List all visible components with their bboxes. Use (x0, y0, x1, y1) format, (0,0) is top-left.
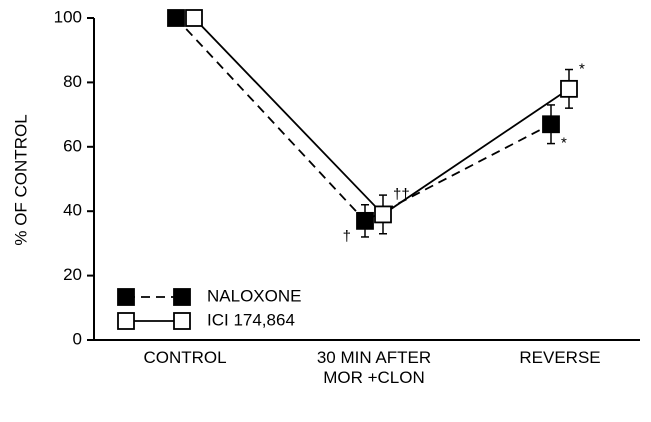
marker (185, 9, 203, 27)
marker (560, 79, 578, 98)
annotation: †† (393, 186, 410, 203)
y-axis-label: % OF CONTROL (11, 114, 30, 245)
y-tick-label: 80 (63, 72, 82, 91)
marker (374, 205, 392, 224)
legend-marker (173, 312, 191, 330)
annotation: † (343, 228, 351, 245)
x-tick-label: CONTROL (143, 348, 227, 367)
legend-label: ICI 174,864 (207, 310, 295, 329)
y-tick-label: 0 (73, 329, 82, 348)
legend-marker (173, 288, 191, 306)
marker (356, 211, 374, 230)
y-tick-label: 20 (63, 265, 82, 284)
marker (542, 115, 560, 134)
y-tick-label: 100 (54, 7, 82, 26)
series-line (193, 17, 570, 216)
series-line (175, 17, 552, 222)
legend-marker (117, 312, 135, 330)
annotation: * (579, 60, 585, 77)
legend-marker (117, 288, 135, 306)
y-tick-label: 40 (63, 201, 82, 220)
marker (167, 9, 185, 27)
annotation: * (561, 135, 567, 152)
x-tick-label: REVERSE (519, 348, 601, 367)
legend-label: NALOXONE (207, 286, 301, 305)
y-tick-label: 60 (63, 136, 82, 155)
x-tick-label: 30 MIN AFTER MOR +CLON (316, 348, 432, 387)
